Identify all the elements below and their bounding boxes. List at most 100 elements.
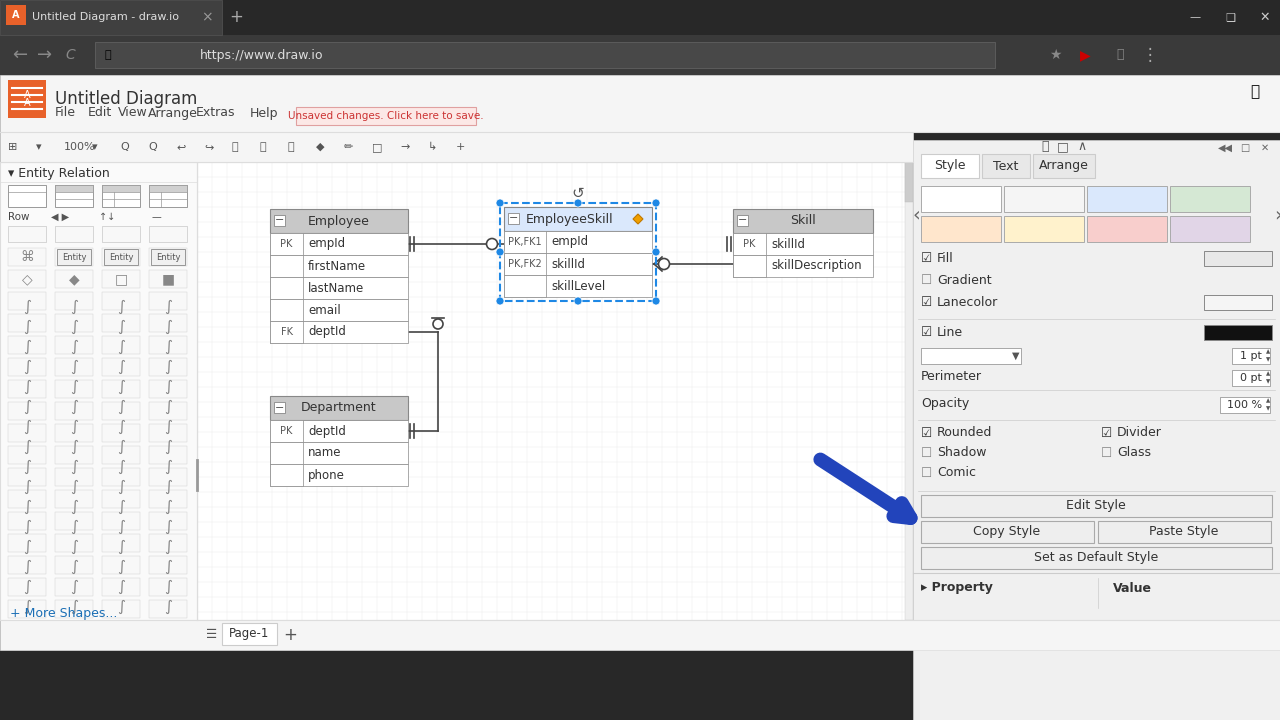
FancyBboxPatch shape <box>148 490 187 508</box>
FancyBboxPatch shape <box>55 534 93 552</box>
Text: 🗑: 🗑 <box>232 142 238 152</box>
Text: ▸ Property: ▸ Property <box>922 582 993 595</box>
FancyBboxPatch shape <box>504 253 652 275</box>
FancyBboxPatch shape <box>102 424 140 442</box>
Text: ◀ ▶: ◀ ▶ <box>51 212 69 222</box>
Text: skillId: skillId <box>550 258 585 271</box>
Text: Untitled Diagram: Untitled Diagram <box>55 90 197 108</box>
Text: lastName: lastName <box>308 282 365 294</box>
Text: ∫: ∫ <box>23 320 31 335</box>
FancyBboxPatch shape <box>148 556 187 574</box>
FancyBboxPatch shape <box>922 348 1021 364</box>
FancyBboxPatch shape <box>102 270 140 288</box>
Text: ∫: ∫ <box>70 379 78 395</box>
Text: View: View <box>118 107 147 120</box>
FancyBboxPatch shape <box>148 248 187 266</box>
Text: ∫: ∫ <box>164 439 172 454</box>
FancyBboxPatch shape <box>504 231 652 253</box>
Circle shape <box>486 238 498 250</box>
FancyBboxPatch shape <box>148 578 187 596</box>
Text: ▼: ▼ <box>1266 358 1270 362</box>
Text: ∫: ∫ <box>116 400 125 415</box>
Text: ∫: ∫ <box>116 539 125 554</box>
Text: ∫: ∫ <box>164 420 172 434</box>
Text: ▼: ▼ <box>1012 351 1020 361</box>
Text: ↪: ↪ <box>204 142 214 152</box>
Text: name: name <box>308 446 342 459</box>
Text: ∫: ∫ <box>116 379 125 395</box>
Text: ∫: ∫ <box>164 359 172 374</box>
FancyBboxPatch shape <box>102 226 140 242</box>
FancyBboxPatch shape <box>270 299 303 321</box>
FancyBboxPatch shape <box>8 270 46 288</box>
Circle shape <box>573 297 582 305</box>
Text: ⋮: ⋮ <box>1142 46 1158 64</box>
Text: ☑: ☑ <box>922 426 932 439</box>
Text: ∫: ∫ <box>164 580 172 595</box>
Text: ∫: ∫ <box>164 340 172 354</box>
FancyBboxPatch shape <box>102 468 140 486</box>
FancyBboxPatch shape <box>270 420 408 442</box>
Text: 👤: 👤 <box>1116 48 1124 61</box>
FancyBboxPatch shape <box>8 226 46 242</box>
Text: Opacity: Opacity <box>922 397 969 410</box>
Text: ×: × <box>201 10 212 24</box>
Text: PK: PK <box>280 239 293 249</box>
Text: ∫: ∫ <box>164 400 172 415</box>
FancyBboxPatch shape <box>55 468 93 486</box>
FancyBboxPatch shape <box>504 207 652 231</box>
Text: empId: empId <box>550 235 588 248</box>
FancyBboxPatch shape <box>8 358 46 376</box>
Text: □: □ <box>114 272 128 286</box>
Circle shape <box>658 258 669 269</box>
FancyBboxPatch shape <box>148 185 187 192</box>
Text: ∫: ∫ <box>70 420 78 434</box>
Text: Department: Department <box>301 402 376 415</box>
FancyBboxPatch shape <box>102 292 140 310</box>
FancyBboxPatch shape <box>148 468 187 486</box>
FancyBboxPatch shape <box>270 255 408 277</box>
Text: ∫: ∫ <box>164 480 172 495</box>
Text: ∫: ∫ <box>23 359 31 374</box>
Text: ↳: ↳ <box>428 142 438 152</box>
FancyBboxPatch shape <box>0 0 1280 35</box>
FancyBboxPatch shape <box>8 402 46 420</box>
FancyBboxPatch shape <box>55 314 93 332</box>
Text: ∫: ∫ <box>70 300 78 315</box>
FancyBboxPatch shape <box>8 490 46 508</box>
Circle shape <box>497 199 504 207</box>
FancyBboxPatch shape <box>0 162 197 620</box>
Text: ▼: ▼ <box>1266 407 1270 412</box>
FancyBboxPatch shape <box>148 314 187 332</box>
Text: ☐: ☐ <box>1101 446 1112 459</box>
FancyBboxPatch shape <box>733 233 765 255</box>
Circle shape <box>652 297 660 305</box>
FancyBboxPatch shape <box>733 209 873 233</box>
Text: ∫: ∫ <box>23 500 31 515</box>
FancyBboxPatch shape <box>95 42 995 68</box>
Text: −: − <box>509 214 518 223</box>
Text: ◆: ◆ <box>69 272 79 286</box>
Text: 0 pt: 0 pt <box>1240 373 1262 383</box>
Text: ☐: ☐ <box>922 446 932 459</box>
FancyBboxPatch shape <box>504 231 547 253</box>
FancyBboxPatch shape <box>0 0 221 35</box>
Text: ∫: ∫ <box>116 600 125 614</box>
FancyBboxPatch shape <box>148 336 187 354</box>
FancyBboxPatch shape <box>102 248 140 266</box>
FancyBboxPatch shape <box>148 446 187 464</box>
FancyBboxPatch shape <box>8 80 46 118</box>
Text: Arrange: Arrange <box>1039 160 1089 173</box>
FancyBboxPatch shape <box>102 534 140 552</box>
FancyBboxPatch shape <box>104 249 138 265</box>
FancyBboxPatch shape <box>55 446 93 464</box>
FancyBboxPatch shape <box>905 162 913 620</box>
Text: ⊞: ⊞ <box>8 142 18 152</box>
FancyBboxPatch shape <box>55 248 93 266</box>
FancyBboxPatch shape <box>270 464 408 486</box>
Text: Q: Q <box>148 142 156 152</box>
FancyBboxPatch shape <box>102 446 140 464</box>
Text: A: A <box>13 10 19 20</box>
Text: ∫: ∫ <box>23 600 31 614</box>
FancyBboxPatch shape <box>270 277 408 299</box>
